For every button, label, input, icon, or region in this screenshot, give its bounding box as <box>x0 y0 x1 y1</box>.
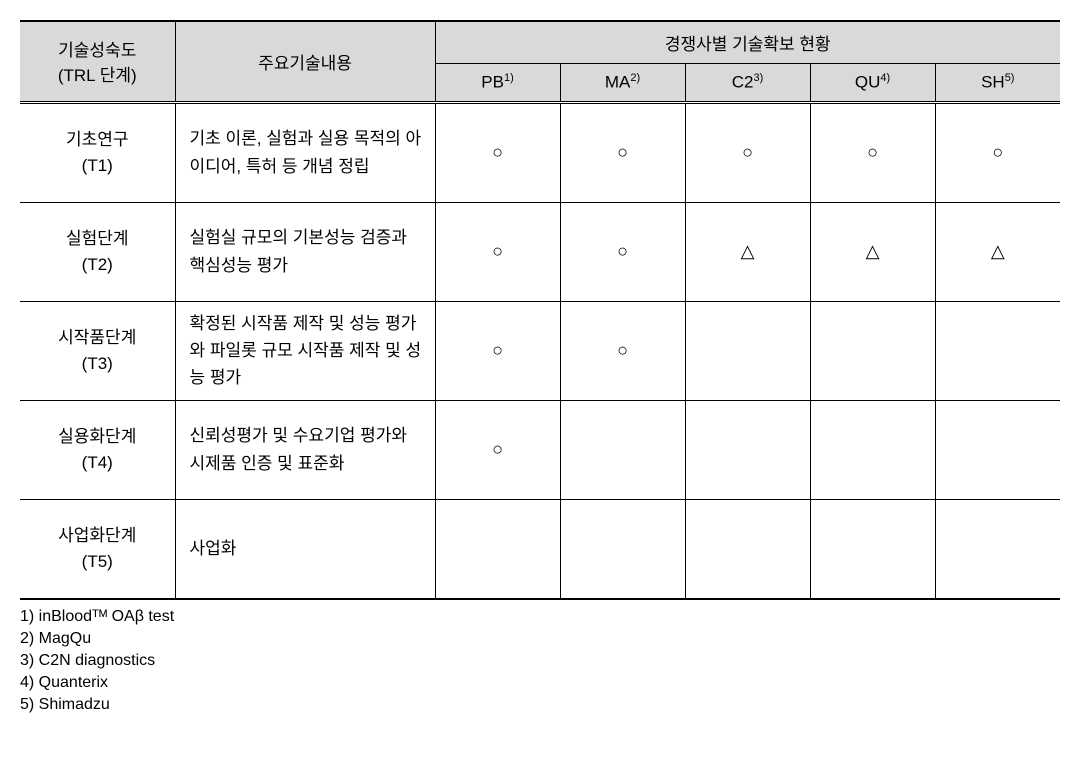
desc-cell: 사업화 <box>175 499 435 599</box>
mark-cell <box>685 499 810 599</box>
mark-cell: ○ <box>560 301 685 400</box>
header-group: 경쟁사별 기술확보 현황 <box>435 21 1060 64</box>
header-company-ma: MA2) <box>560 64 685 103</box>
mark-cell <box>935 499 1060 599</box>
mark-cell <box>685 400 810 499</box>
trl-cell: 시작품단계(T3) <box>20 301 175 400</box>
mark-cell: △ <box>685 202 810 301</box>
mark-cell: ○ <box>935 102 1060 202</box>
trl-cell: 기초연구(T1) <box>20 102 175 202</box>
footnote-3: 3) C2N diagnostics <box>20 652 1060 670</box>
header-company-pb: PB1) <box>435 64 560 103</box>
mark-cell <box>685 301 810 400</box>
footnote-2: 2) MagQu <box>20 630 1060 648</box>
mark-cell: ○ <box>435 202 560 301</box>
header-company-sh: SH5) <box>935 64 1060 103</box>
mark-cell <box>810 400 935 499</box>
table-row: 사업화단계(T5)사업화 <box>20 499 1060 599</box>
header-company-c2: C23) <box>685 64 810 103</box>
mark-cell <box>810 499 935 599</box>
desc-cell: 신뢰성평가 및 수요기업 평가와 시제품 인증 및 표준화 <box>175 400 435 499</box>
header-company-qu: QU4) <box>810 64 935 103</box>
mark-cell: ○ <box>435 102 560 202</box>
table-header-row-1: 기술성숙도 (TRL 단계) 주요기술내용 경쟁사별 기술확보 현황 <box>20 21 1060 64</box>
footnote-1: 1) inBloodᵀᴹ OAβ test <box>20 608 1060 626</box>
mark-cell <box>560 499 685 599</box>
mark-cell: ○ <box>685 102 810 202</box>
mark-cell: ○ <box>810 102 935 202</box>
footnote-4: 4) Quanterix <box>20 674 1060 692</box>
footnote-5: 5) Shimadzu <box>20 696 1060 714</box>
mark-cell <box>935 301 1060 400</box>
footnotes: 1) inBloodᵀᴹ OAβ test 2) MagQu 3) C2N di… <box>20 608 1060 714</box>
mark-cell: ○ <box>435 400 560 499</box>
mark-cell: ○ <box>560 202 685 301</box>
desc-cell: 기초 이론, 실험과 실용 목적의 아이디어, 특허 등 개념 정립 <box>175 102 435 202</box>
desc-cell: 실험실 규모의 기본성능 검증과 핵심성능 평가 <box>175 202 435 301</box>
trl-cell: 실용화단계(T4) <box>20 400 175 499</box>
header-trl: 기술성숙도 (TRL 단계) <box>20 21 175 102</box>
mark-cell: △ <box>810 202 935 301</box>
mark-cell <box>935 400 1060 499</box>
table-row: 시작품단계(T3)확정된 시작품 제작 및 성능 평가와 파일롯 규모 시작품 … <box>20 301 1060 400</box>
trl-table: 기술성숙도 (TRL 단계) 주요기술내용 경쟁사별 기술확보 현황 PB1) … <box>20 20 1060 600</box>
mark-cell: ○ <box>435 301 560 400</box>
table-body: 기초연구(T1)기초 이론, 실험과 실용 목적의 아이디어, 특허 등 개념 … <box>20 102 1060 599</box>
mark-cell <box>810 301 935 400</box>
trl-cell: 실험단계(T2) <box>20 202 175 301</box>
table-row: 실험단계(T2)실험실 규모의 기본성능 검증과 핵심성능 평가○○△△△ <box>20 202 1060 301</box>
desc-cell: 확정된 시작품 제작 및 성능 평가와 파일롯 규모 시작품 제작 및 성능 평… <box>175 301 435 400</box>
mark-cell <box>560 400 685 499</box>
table-row: 실용화단계(T4)신뢰성평가 및 수요기업 평가와 시제품 인증 및 표준화○ <box>20 400 1060 499</box>
mark-cell: ○ <box>560 102 685 202</box>
mark-cell: △ <box>935 202 1060 301</box>
header-desc: 주요기술내용 <box>175 21 435 102</box>
table-row: 기초연구(T1)기초 이론, 실험과 실용 목적의 아이디어, 특허 등 개념 … <box>20 102 1060 202</box>
trl-cell: 사업화단계(T5) <box>20 499 175 599</box>
mark-cell <box>435 499 560 599</box>
